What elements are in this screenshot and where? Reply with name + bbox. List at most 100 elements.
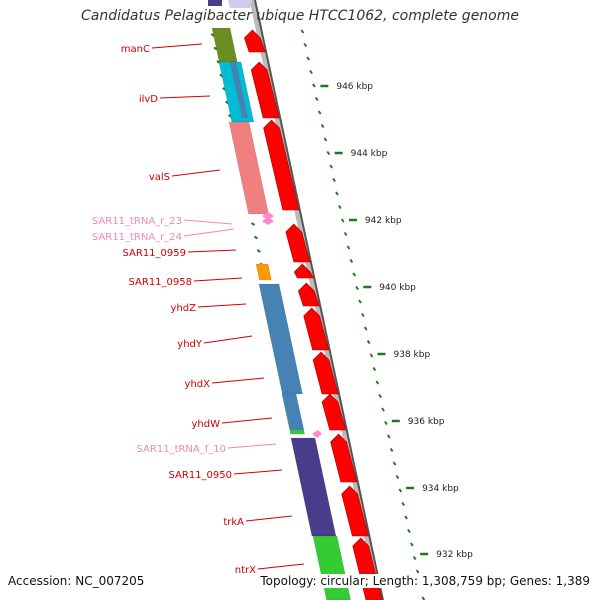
gene-label: SAR11_tRNA_r_24 bbox=[92, 232, 182, 243]
kbp-tick-label: 942 kbp bbox=[365, 216, 402, 226]
label-leader-line bbox=[171, 169, 221, 177]
kbp-tick-label: 938 kbp bbox=[394, 350, 431, 360]
scale-dot bbox=[404, 515, 408, 520]
label-leader-line bbox=[183, 228, 235, 237]
orf-arrow bbox=[303, 307, 330, 351]
gene-block-fragment bbox=[208, 0, 222, 6]
gene-label: ntrX bbox=[235, 565, 256, 576]
gene-block-ntrX bbox=[312, 535, 351, 600]
orf-arrow bbox=[250, 61, 280, 119]
scale-dot bbox=[412, 555, 417, 561]
orf-arrow bbox=[244, 29, 266, 53]
genome-summary: Topology: circular; Length: 1,308,759 bp… bbox=[260, 574, 590, 588]
label-leader-line bbox=[197, 303, 247, 308]
scale-dot bbox=[340, 218, 345, 223]
scale-dot bbox=[320, 123, 325, 129]
scale-dot bbox=[303, 42, 308, 48]
trna-marker bbox=[262, 212, 274, 220]
orf-arrow bbox=[330, 433, 358, 483]
scale-dot bbox=[352, 272, 357, 277]
scale-dot bbox=[326, 150, 331, 156]
scale-dot bbox=[409, 542, 414, 547]
label-leader-line bbox=[211, 377, 265, 384]
scale-dot bbox=[338, 204, 342, 210]
label-leader-line bbox=[233, 469, 283, 475]
gene-label: trkA bbox=[223, 517, 244, 528]
trna-marker bbox=[262, 217, 274, 225]
orf-arrow bbox=[285, 223, 311, 263]
scale-dot bbox=[415, 569, 420, 574]
gene-label: SAR11_tRNA_r_23 bbox=[92, 216, 182, 227]
scale-dot bbox=[329, 164, 334, 169]
label-leader-line bbox=[159, 95, 211, 99]
gene-block-ilvD-detail bbox=[230, 62, 248, 118]
scale-dot bbox=[386, 434, 391, 439]
orf-arrow bbox=[312, 351, 339, 395]
scale-dot bbox=[366, 339, 371, 345]
scale-dot bbox=[372, 366, 377, 372]
gene-block-yhd bbox=[258, 283, 303, 395]
scale-dot bbox=[361, 312, 365, 318]
gene-label: SAR11_0958 bbox=[129, 277, 193, 288]
orf-arrow bbox=[352, 537, 383, 600]
gene-label: SAR11_tRNA_f_10 bbox=[137, 444, 226, 455]
backbone-line bbox=[254, 0, 384, 600]
inner-scale-dot bbox=[253, 235, 259, 240]
scale-dot bbox=[392, 461, 397, 466]
gene-label: manC bbox=[121, 44, 150, 55]
scale-dot bbox=[378, 393, 382, 399]
label-leader-line bbox=[245, 515, 293, 522]
scale-dot bbox=[346, 245, 351, 250]
kbp-tick-label: 936 kbp bbox=[408, 417, 445, 427]
inner-scale-dot bbox=[256, 249, 261, 253]
kbp-tick-label: 940 kbp bbox=[379, 283, 416, 293]
gene-block-SAR11_0958 bbox=[255, 263, 272, 281]
trna-marker bbox=[312, 430, 322, 438]
scale-dot bbox=[407, 528, 411, 534]
gene-block-trkA bbox=[290, 437, 337, 537]
scale-dot bbox=[381, 407, 385, 412]
label-leader-line bbox=[187, 249, 237, 253]
scale-dot bbox=[349, 258, 354, 264]
scale-dot bbox=[398, 488, 403, 493]
orf-arrow bbox=[341, 485, 369, 537]
scale-dot bbox=[384, 420, 388, 426]
scale-dot bbox=[300, 29, 305, 34]
scale-dot bbox=[312, 83, 316, 88]
scale-dot bbox=[389, 447, 394, 453]
gene-label: SAR11_0959 bbox=[123, 248, 187, 259]
kbp-tick-label: 934 kbp bbox=[422, 484, 459, 494]
accession-label: Accession: NC_007205 bbox=[8, 574, 145, 588]
scale-dot bbox=[317, 110, 322, 115]
gene-label: yhdX bbox=[185, 379, 211, 390]
scale-dot bbox=[335, 191, 339, 196]
gene-label: ilvD bbox=[139, 94, 158, 105]
scale-dot bbox=[332, 177, 336, 183]
label-leader-line bbox=[227, 443, 277, 449]
scale-dot bbox=[314, 96, 319, 102]
kbp-tick-label: 946 kbp bbox=[336, 82, 373, 92]
map-title: Candidatus Pelagibacter ubique HTCC1062,… bbox=[80, 8, 519, 24]
gene-block-yhdW-detail bbox=[282, 394, 304, 430]
scale-dot bbox=[363, 326, 368, 331]
scale-dot bbox=[375, 380, 380, 385]
gene-block-valS bbox=[228, 121, 269, 215]
gene-label: yhdZ bbox=[171, 303, 197, 314]
label-leader-line bbox=[193, 277, 243, 282]
scale-dot bbox=[395, 474, 400, 480]
gene-label: SAR11_0950 bbox=[169, 470, 233, 481]
label-leader-line bbox=[221, 417, 273, 424]
gene-label: yhdW bbox=[192, 419, 221, 430]
gene-label: yhdY bbox=[177, 339, 203, 350]
gene-block-fragment bbox=[228, 0, 252, 8]
label-leader-line bbox=[151, 43, 203, 49]
scale-dot bbox=[343, 231, 348, 237]
label-leader-line bbox=[257, 563, 305, 570]
scale-dot bbox=[306, 56, 310, 61]
scale-dot bbox=[323, 137, 328, 142]
label-leader-line bbox=[183, 219, 233, 225]
kbp-tick-label: 932 kbp bbox=[436, 550, 473, 560]
gene-label: valS bbox=[149, 172, 170, 183]
